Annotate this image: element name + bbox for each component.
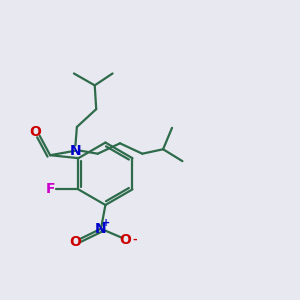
Text: N: N xyxy=(70,144,81,158)
Text: N: N xyxy=(95,222,107,236)
Text: +: + xyxy=(102,218,110,228)
Text: O: O xyxy=(119,233,131,247)
Text: F: F xyxy=(46,182,56,197)
Text: O: O xyxy=(29,125,41,139)
Text: O: O xyxy=(69,235,81,248)
Text: -: - xyxy=(132,235,136,245)
